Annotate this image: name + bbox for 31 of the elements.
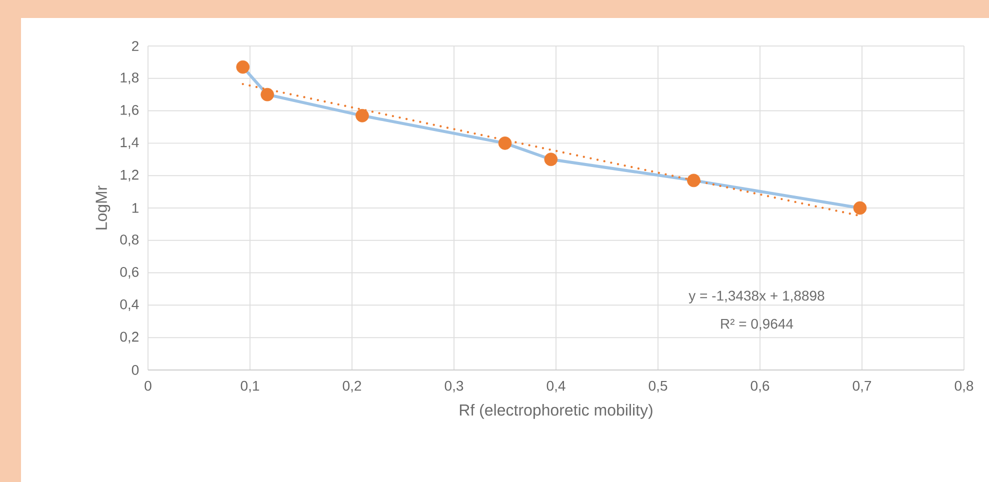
- x-tick-label: 0,5: [648, 380, 668, 392]
- x-tick-label: 0,8: [954, 380, 974, 392]
- point: [260, 88, 274, 102]
- y-tick-label: 1,2: [120, 170, 138, 182]
- y-tick-label: 0: [132, 365, 139, 375]
- x-tick-label: 0,6: [750, 380, 770, 392]
- y-tick-label: 0,4: [120, 299, 139, 311]
- x-tick-label: 0,1: [240, 380, 260, 392]
- y-axis-title: LogMr: [96, 186, 110, 230]
- y-tick-label: 1,6: [120, 105, 139, 117]
- y-tick-label: 0,6: [120, 266, 139, 279]
- y-tick-label: 1,4: [120, 137, 139, 149]
- point: [356, 108, 369, 122]
- x-tick-label: 0,7: [852, 380, 872, 392]
- x-tick-label: 0,2: [342, 380, 362, 392]
- y-tick-label: 0,2: [120, 332, 138, 344]
- annotation: y = -1,3438x + 1,8898: [688, 290, 824, 304]
- x-tick-label: 0: [144, 380, 152, 391]
- annotation: R² = 0,9644: [721, 318, 794, 330]
- point: [236, 60, 250, 74]
- point: [498, 136, 512, 150]
- y-tick-label: 2: [132, 41, 138, 51]
- point: [687, 174, 700, 188]
- point: [853, 201, 867, 215]
- x-axis-title: Rf (electrophoretic mobility): [460, 404, 652, 419]
- y-tick-label: 0,8: [120, 234, 139, 246]
- y-tick-label: 1: [132, 203, 138, 213]
- x-tick-label: 0,3: [444, 380, 464, 392]
- y-tick-label: 1,8: [120, 72, 139, 84]
- point: [544, 152, 558, 166]
- x-tick-label: 0,4: [546, 380, 566, 392]
